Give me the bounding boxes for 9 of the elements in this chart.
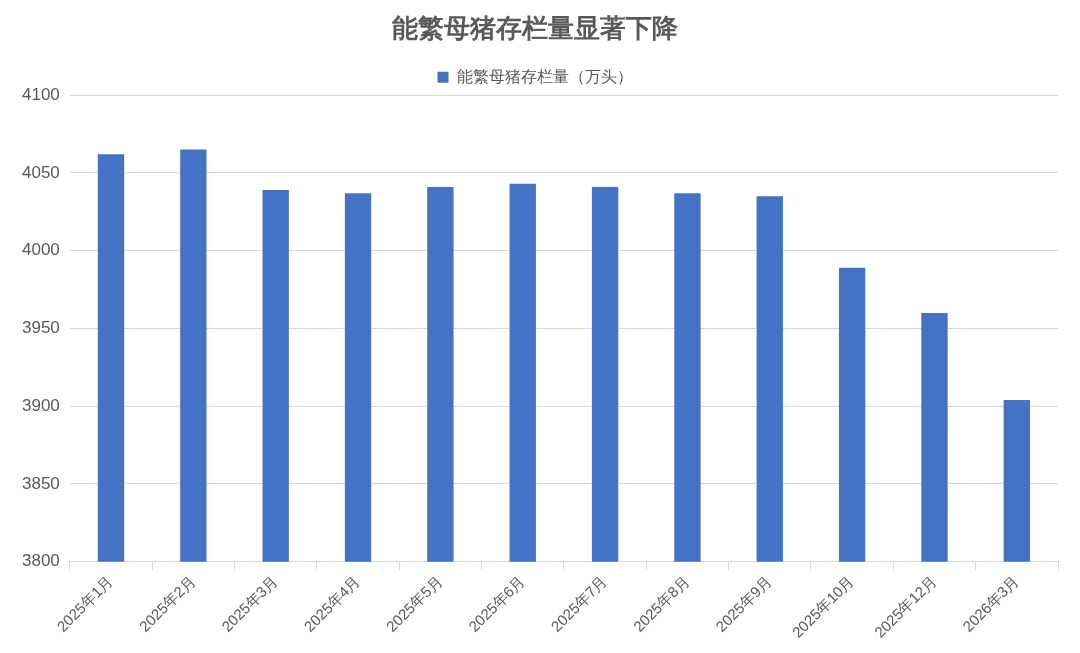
y-tick-label: 4050 [21,162,60,182]
y-tick-label: 3800 [21,551,60,571]
chart-title: 能繁母猪存栏量显著下降 [392,12,678,43]
y-tick-label: 3850 [21,473,60,493]
y-tick-label: 3950 [21,318,60,338]
y-tick-label: 4000 [21,240,60,260]
y-tick-label: 3900 [21,395,60,415]
y-tick-label: 4100 [21,84,60,104]
legend-label: 能繁母猪存栏量（万头） [456,67,633,85]
